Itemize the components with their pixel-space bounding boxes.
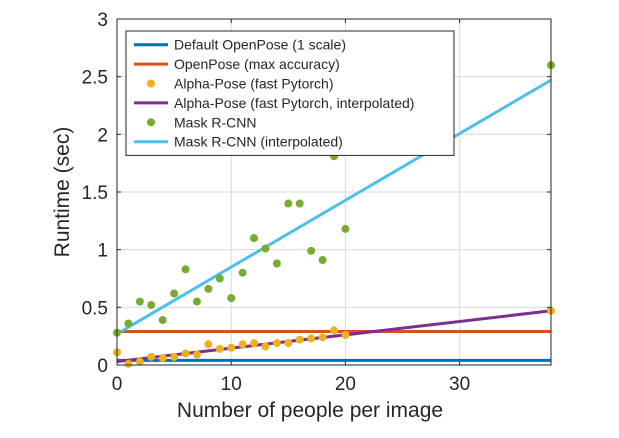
x-axis-label: Number of people per image	[177, 399, 443, 422]
legend-label-2: Alpha-Pose (fast Pytorch)	[174, 76, 334, 92]
series-points	[113, 61, 555, 368]
y-tick-label: 0.5	[82, 298, 108, 319]
legend-label-0: Default OpenPose (1 scale)	[174, 37, 346, 53]
data-point-series-2	[204, 340, 213, 349]
data-point-series-2	[330, 326, 338, 335]
legend-swatch-4	[147, 118, 155, 127]
data-point-series-4	[135, 297, 144, 306]
data-point-series-4	[238, 268, 247, 277]
data-point-series-4	[295, 199, 304, 208]
data-point-series-2	[272, 339, 281, 348]
data-point-series-2	[261, 342, 270, 351]
x-tick-label: 0	[112, 374, 123, 395]
data-point-series-4	[204, 284, 213, 293]
data-point-series-4	[192, 297, 201, 306]
data-point-series-2	[124, 359, 133, 368]
data-point-series-4	[272, 259, 281, 268]
data-point-series-2	[227, 343, 236, 352]
data-point-series-4	[261, 244, 270, 253]
x-tick-label: 30	[449, 374, 470, 395]
data-point-series-4	[158, 316, 167, 325]
y-tick-label: 2.5	[82, 68, 108, 89]
y-tick-label: 0	[97, 356, 108, 377]
legend: Default OpenPose (1 scale) OpenPose (max …	[125, 30, 455, 156]
data-point-series-2	[341, 331, 350, 340]
axes	[116, 18, 552, 366]
data-point-series-4	[341, 224, 350, 233]
data-point-series-2	[284, 339, 293, 348]
data-point-series-4	[215, 274, 224, 283]
data-point-series-2	[192, 350, 201, 359]
data-point-series-4	[318, 256, 327, 265]
x-tick-label: 20	[335, 374, 356, 395]
data-point-series-2	[295, 335, 304, 344]
data-point-series-4	[170, 289, 179, 298]
data-point-series-4	[250, 234, 259, 243]
data-point-series-4	[227, 294, 236, 303]
y-tick-label: 3	[97, 10, 108, 31]
legend-box	[125, 30, 455, 156]
y-tick-label: 1	[97, 241, 108, 262]
legend-label-4: Mask R-CNN	[174, 114, 256, 130]
data-point-series-4	[307, 246, 316, 255]
data-point-series-4	[124, 319, 133, 328]
data-point-series-2	[318, 333, 327, 342]
data-point-series-2	[170, 352, 179, 361]
data-point-series-4	[147, 301, 156, 310]
y-axis-label: Runtime (sec)	[51, 127, 74, 258]
data-point-series-2	[250, 339, 259, 348]
data-point-series-2	[158, 354, 167, 363]
data-point-series-2	[181, 349, 190, 358]
data-point-series-2	[307, 334, 316, 343]
data-point-series-4	[181, 265, 190, 274]
legend-label-1: OpenPose (max accuracy)	[174, 56, 340, 72]
legend-label-5: Mask R-CNN (interpolated)	[174, 134, 343, 150]
data-point-series-4	[284, 199, 293, 208]
data-point-series-2	[238, 340, 247, 349]
x-tick-label: 10	[221, 374, 242, 395]
series-line-5	[116, 78, 552, 336]
data-point-series-2	[135, 357, 144, 366]
legend-swatch-2	[147, 79, 155, 88]
y-tick-label: 1.5	[82, 183, 108, 204]
y-tick-label: 2	[97, 125, 108, 146]
data-point-series-2	[215, 344, 224, 353]
data-point-series-2	[147, 352, 156, 361]
tick-labels: 0 10 20 30 0 0.5 1 1.5 2 2.5 3	[82, 10, 471, 395]
legend-label-3: Alpha-Pose (fast Pytorch, interpolated)	[174, 95, 414, 111]
